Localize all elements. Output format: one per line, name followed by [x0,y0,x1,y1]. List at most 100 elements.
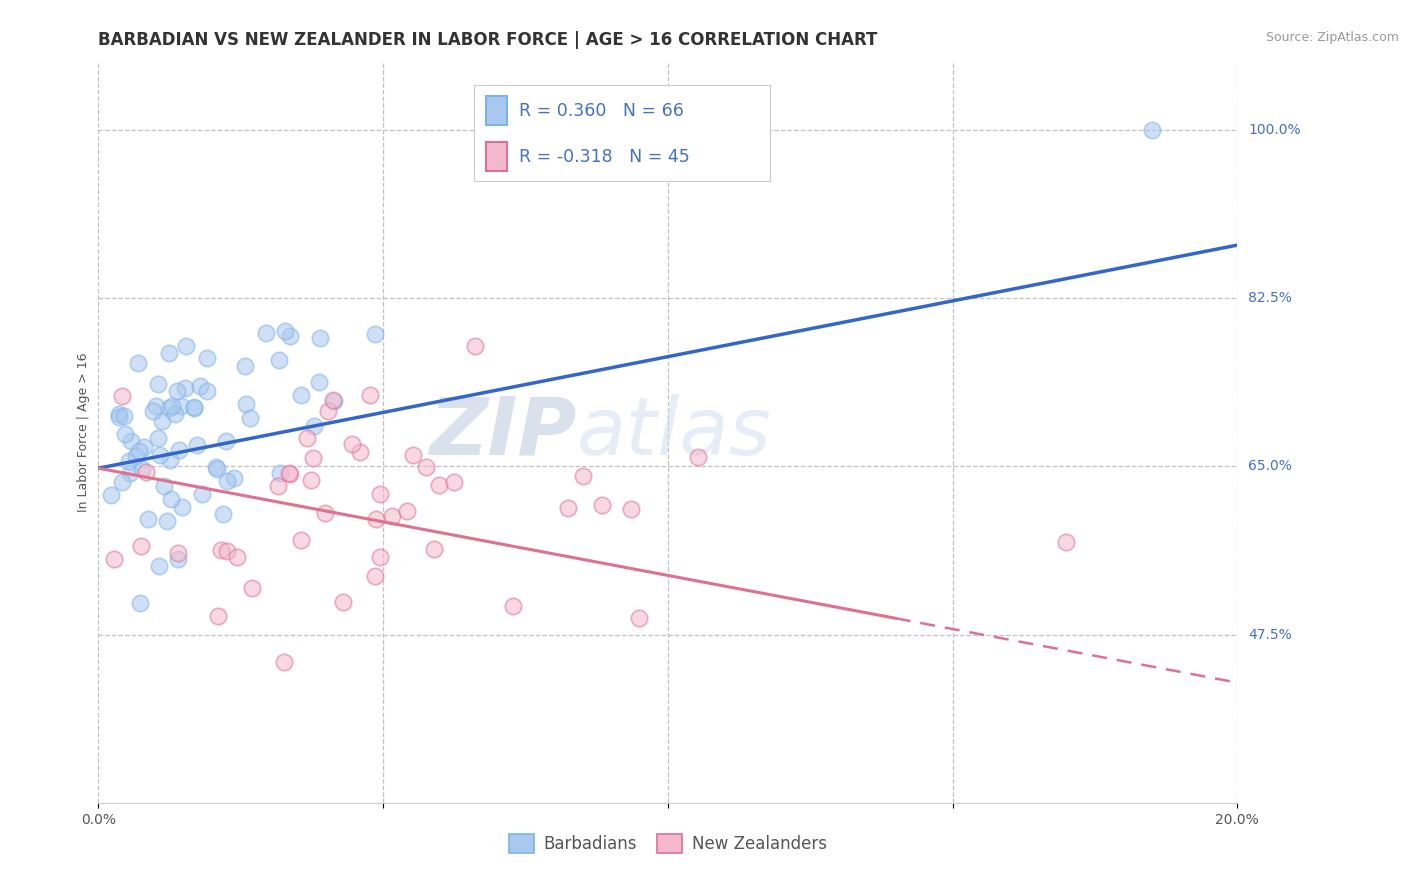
Point [363,569,385,583]
Point [142,404,165,418]
Point [159,492,181,507]
Point [368,549,391,564]
Point [266,479,288,493]
Point [239,410,262,425]
Point [368,487,391,501]
Point [117,453,139,467]
Point [100,488,122,502]
Point [222,471,245,485]
Point [591,498,613,512]
Point [269,466,291,480]
Point [127,356,149,370]
Point [145,399,167,413]
Point [571,468,593,483]
Point [160,399,183,413]
Point [148,559,170,574]
Point [112,409,135,423]
Point [163,408,186,422]
Point [290,533,312,547]
Point [217,543,239,558]
Point [103,552,125,566]
Point [167,442,190,457]
Text: 47.5%: 47.5% [1249,628,1292,641]
Point [427,478,450,492]
Point [278,328,301,343]
Point [215,475,238,489]
Point [128,443,150,458]
Point [620,502,643,516]
Point [159,453,181,467]
Point [463,339,485,353]
Point [157,401,180,415]
Point [108,409,131,424]
Point [381,508,404,523]
Point [188,379,211,393]
Text: atlas: atlas [576,393,772,472]
Y-axis label: In Labor Force | Age > 16: In Labor Force | Age > 16 [77,353,90,512]
Point [207,608,229,623]
Point [299,473,322,487]
Point [278,466,301,480]
Point [1140,122,1163,136]
Point [314,507,336,521]
Point [191,487,214,501]
Point [125,449,148,463]
Point [186,438,208,452]
Point [318,404,340,418]
Point [226,550,249,565]
Point [366,512,388,526]
Point [290,387,312,401]
Point [114,426,136,441]
Point [129,596,152,610]
Point [686,450,709,465]
Point [120,434,142,448]
Point [308,330,330,344]
Point [183,401,205,416]
Point [129,539,152,553]
Point [174,339,197,353]
Point [195,351,218,365]
Point [627,611,650,625]
Point [131,461,153,475]
Point [166,551,188,566]
Point [235,397,257,411]
Point [502,599,524,613]
Point [150,414,173,428]
Point [167,546,190,560]
Point [156,515,179,529]
Point [297,431,319,445]
Point [278,467,301,482]
Text: 65.0%: 65.0% [1249,459,1292,474]
Point [170,399,193,413]
Point [120,466,142,480]
Point [205,460,228,475]
Text: BARBADIAN VS NEW ZEALANDER IN LABOR FORCE | AGE > 16 CORRELATION CHART: BARBADIAN VS NEW ZEALANDER IN LABOR FORC… [98,31,877,49]
Point [557,501,579,516]
Legend: Barbadians, New Zealanders: Barbadians, New Zealanders [501,825,835,861]
Point [267,353,290,368]
Point [235,359,257,373]
Point [157,346,180,360]
Point [332,595,354,609]
Point [360,387,382,401]
Point [108,407,131,421]
Point [423,542,446,557]
Point [302,451,325,466]
Point [166,384,188,398]
Text: 82.5%: 82.5% [1249,291,1292,305]
Point [415,460,437,475]
Point [146,430,169,444]
Point [402,448,425,462]
Point [302,419,325,434]
Point [183,401,205,415]
Point [209,542,232,557]
Point [322,393,344,408]
Point [195,384,218,399]
Point [136,512,159,526]
Point [308,376,330,390]
Point [273,655,295,669]
Point [340,437,363,451]
Point [322,393,344,408]
Text: ZIP: ZIP [429,393,576,472]
Point [212,507,235,521]
